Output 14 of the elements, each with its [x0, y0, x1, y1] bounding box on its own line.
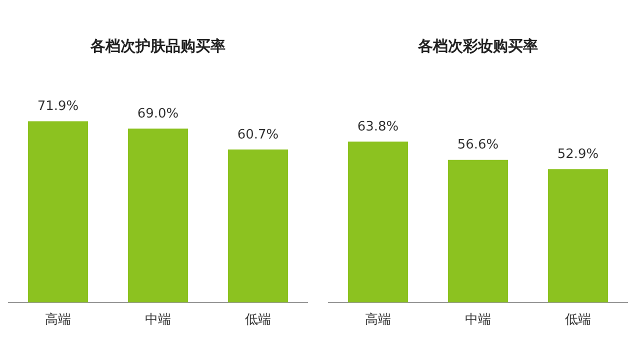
x-tick-label: 高端 — [45, 312, 71, 328]
data-label: 63.8% — [357, 120, 399, 135]
x-tick-label: 中端 — [145, 312, 171, 328]
data-label: 69.0% — [137, 106, 179, 122]
data-label: 71.9% — [37, 99, 79, 114]
data-label: 60.7% — [237, 127, 279, 142]
data-label: 56.6% — [457, 138, 499, 153]
x-tick-label: 高端 — [365, 312, 391, 328]
chart-title: 各档次彩妆购买率 — [417, 36, 538, 55]
x-tick-label: 低端 — [245, 312, 271, 328]
data-label: 52.9% — [557, 147, 599, 162]
x-tick-label: 中端 — [465, 312, 491, 328]
chart-title: 各档次护肤品购买率 — [90, 36, 226, 55]
x-tick-label: 低端 — [565, 312, 591, 328]
